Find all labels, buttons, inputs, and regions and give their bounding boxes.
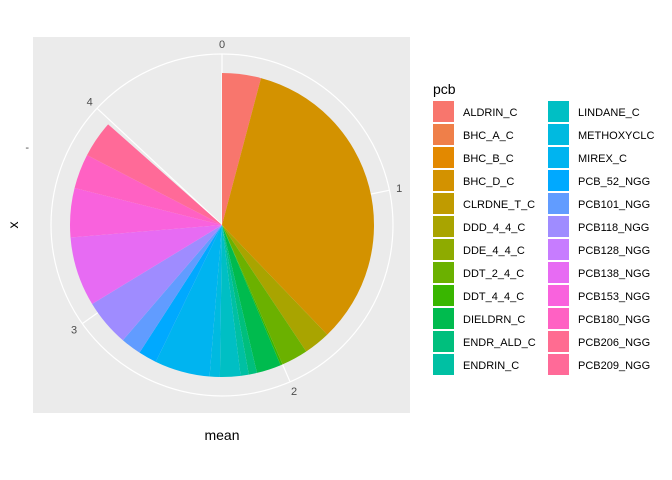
pie-slice-endr-ald-c	[222, 225, 257, 375]
legend-label: MIREX_C	[578, 153, 627, 165]
pie-slice-aldrin-c	[222, 73, 262, 225]
pie-slice-mirex-c	[155, 225, 222, 377]
legend-key	[433, 193, 454, 214]
legend-label: PCB_52_NGG	[578, 176, 650, 188]
theta-tick-label: 3	[71, 324, 77, 336]
legend-key	[433, 262, 454, 283]
legend-label: PCB128_NGG	[578, 245, 650, 257]
legend-label: PCB209_NGG	[578, 360, 650, 372]
pie-slice-methoxyclc	[209, 225, 222, 377]
legend-key	[548, 193, 569, 214]
pie-slice-pcb-52-ngg	[139, 225, 222, 362]
pie-slice-pcb101-ngg	[122, 225, 222, 353]
theta-tick-label: 4	[87, 97, 93, 109]
pie-slice-pcb138-ngg	[70, 225, 222, 304]
pie-slice-bhc-d-c	[222, 78, 375, 335]
legend-label: DDD_4_4_C	[463, 222, 525, 234]
legend-key	[433, 170, 454, 191]
legend-label: PCB101_NGG	[578, 199, 650, 211]
legend-label: PCB138_NGG	[578, 268, 650, 280]
legend-key	[548, 216, 569, 237]
theta-tick-label: 0	[219, 39, 225, 51]
legend: ALDRIN_C BHC_A_C BHC_B_C BHC_D_C CLRDNE_T_C D…	[433, 101, 654, 375]
legend-key	[433, 331, 454, 352]
legend-label: DDE_4_4_C	[463, 245, 525, 257]
grid-spoke	[96, 107, 223, 226]
legend-label: BHC_B_C	[463, 153, 514, 165]
pie-slice-pcb118-ngg	[92, 225, 222, 341]
legend-label: ENDR_ALD_C	[463, 337, 536, 349]
legend-key	[433, 101, 454, 122]
legend-label: DDT_2_4_C	[463, 268, 524, 280]
legend-key	[548, 262, 569, 283]
legend-key	[548, 124, 569, 145]
pie-slices	[69, 73, 375, 378]
legend-label: PCB180_NGG	[578, 314, 650, 326]
legend-label: PCB206_NGG	[578, 337, 650, 349]
legend-key	[433, 308, 454, 329]
pie-slice-pcb180-ngg	[74, 155, 222, 225]
legend-title: pcb	[433, 81, 456, 97]
legend-label: BHC_A_C	[463, 130, 514, 142]
theta-tick-labels: 0 1 2 3 4	[71, 39, 402, 398]
legend-label: METHOXYCLC	[578, 130, 654, 142]
legend-key	[548, 354, 569, 375]
legend-label: PCB118_NGG	[578, 222, 649, 234]
legend-label: CLRDNE_T_C	[463, 199, 535, 211]
legend-key	[433, 124, 454, 145]
legend-label: DDT_4_4_C	[463, 291, 524, 303]
pie-slice-ddd-4-4-c	[222, 225, 328, 352]
theta-tick-label: 1	[396, 183, 402, 195]
pie-slice-endrin-c	[222, 225, 249, 376]
legend-key	[548, 308, 569, 329]
legend-key	[548, 239, 569, 260]
theta-tick-label: 2	[291, 386, 297, 398]
y-axis-title: x	[5, 222, 21, 229]
legend-key	[548, 147, 569, 168]
legend-label: LINDANE_C	[578, 107, 640, 119]
pie-slice-ddt-4-4-c	[222, 225, 283, 366]
legend-key	[433, 216, 454, 237]
legend-key	[548, 101, 569, 122]
pie-slice-lindane-c	[219, 225, 241, 378]
pie-slice-pcb153-ngg	[69, 188, 222, 238]
legend-key	[548, 170, 569, 191]
legend-key	[433, 147, 454, 168]
pie-slice-pcb209-ngg	[87, 124, 222, 225]
legend-label: DIELDRN_C	[463, 314, 525, 326]
legend-label: ALDRIN_C	[463, 107, 517, 119]
legend-key	[548, 331, 569, 352]
legend-label: PCB153_NGG	[578, 291, 650, 303]
legend-key	[548, 285, 569, 306]
x-axis-title: mean	[204, 427, 239, 443]
legend-key	[433, 354, 454, 375]
legend-key	[433, 239, 454, 260]
pie-slice-dieldrn-c	[222, 225, 281, 373]
y-tick-label: -	[25, 142, 29, 154]
legend-label: ENDRIN_C	[463, 360, 519, 372]
legend-label: BHC_D_C	[463, 176, 514, 188]
pie-slice-ddt-2-4-c	[222, 225, 307, 365]
legend-key	[433, 285, 454, 306]
